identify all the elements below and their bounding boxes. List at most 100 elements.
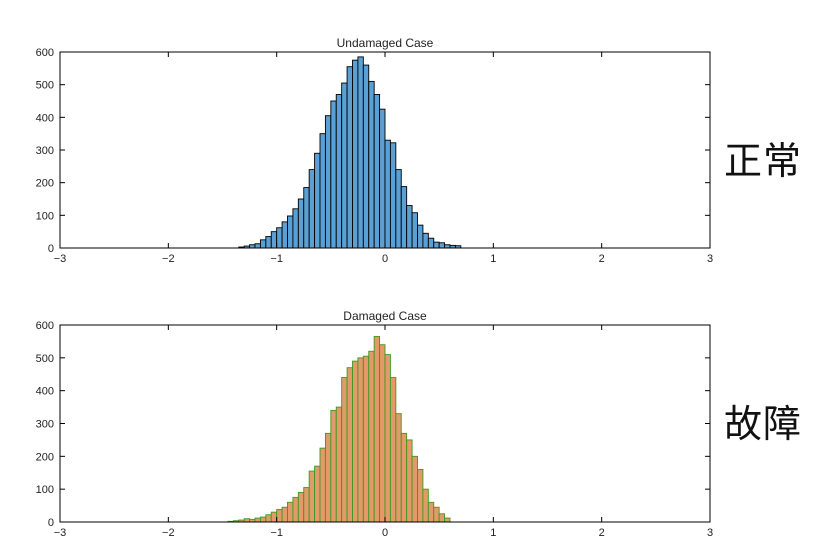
histogram-bar (308, 470, 316, 523)
y-tick-label: 400 (36, 386, 54, 398)
histogram-bar (444, 517, 451, 523)
histogram-bar (352, 360, 359, 523)
histogram-bar (411, 212, 418, 249)
histogram-bar (438, 242, 446, 249)
histogram-bar (346, 367, 353, 523)
histogram-bar (270, 511, 278, 523)
histogram-bar (406, 205, 413, 249)
y-tick-label: 0 (48, 243, 54, 255)
histogram-bar (324, 432, 332, 523)
y-tick-label: 600 (36, 320, 54, 332)
histogram-bar (281, 506, 288, 523)
histogram-bar (287, 215, 294, 249)
y-tick-label: 100 (36, 484, 54, 496)
damaged-histogram: Damaged Case −3 −2 −1 0 1 2 3 0 100 200 300 400 500 60… (36, 309, 713, 539)
histogram-bar (330, 409, 337, 523)
histogram-bar (352, 59, 359, 249)
histogram-bar (427, 501, 435, 523)
histogram-bar (379, 344, 386, 523)
histogram-bar (417, 224, 424, 249)
histogram-bar (276, 509, 283, 523)
undamaged-histogram: Undamaged Case −3 −2 −1 0 1 2 3 0 100 200 300 400 500… (36, 36, 713, 265)
y-tick-label: 300 (36, 145, 54, 157)
histogram-bar (368, 80, 375, 249)
histogram-bar (265, 514, 272, 523)
histogram-bar (417, 469, 424, 523)
chart-title: Undamaged Case (337, 36, 434, 50)
histogram-bar (379, 108, 386, 249)
x-tick-label: −2 (162, 253, 175, 265)
histogram-bar (400, 186, 408, 249)
histogram-bar (254, 517, 261, 523)
histogram-bar (427, 237, 435, 249)
x-tick-label: 1 (490, 527, 496, 539)
histogram-bar (357, 56, 364, 249)
x-tick-label: 2 (599, 253, 605, 265)
y-tick-label: 300 (36, 419, 54, 431)
histogram-bar (314, 152, 321, 249)
y-tick-label: 200 (36, 451, 54, 463)
histogram-bar (384, 354, 391, 523)
histogram-bar (433, 506, 440, 523)
histogram-bar (341, 82, 348, 249)
histogram-bar (335, 406, 343, 523)
histogram-bar (373, 336, 381, 523)
histogram-bar (335, 94, 343, 249)
histogram-bar (319, 133, 326, 249)
x-tick-label: 0 (382, 253, 388, 265)
histogram-bar (395, 413, 402, 523)
histogram-bar (438, 513, 446, 523)
histogram-bar (265, 236, 272, 249)
y-tick-label: 400 (36, 112, 54, 124)
y-tick-label: 600 (36, 47, 54, 59)
x-tick-label: −3 (54, 253, 67, 265)
histogram-bar (270, 231, 278, 249)
chart-title: Damaged Case (343, 309, 427, 323)
histogram-bar (362, 355, 370, 523)
histogram-bar (346, 66, 353, 249)
y-tick-label: 100 (36, 210, 54, 222)
histogram-bar (389, 142, 397, 249)
histogram-bar (297, 492, 305, 523)
x-tick-label: −3 (54, 527, 67, 539)
y-tick-label: 500 (36, 80, 54, 92)
histogram-bar (287, 501, 294, 523)
x-tick-label: 1 (490, 253, 496, 265)
y-tick-label: 500 (36, 353, 54, 365)
histogram-bar (395, 169, 402, 249)
normal-condition-label: 正常 (724, 139, 803, 183)
x-tick-label: 3 (707, 527, 713, 539)
histogram-bar (422, 232, 429, 249)
fault-condition-label: 故障 (724, 402, 803, 446)
histogram-bar (422, 488, 429, 523)
y-tick-label: 200 (36, 178, 54, 190)
histogram-bar (406, 439, 413, 523)
histogram-bar (292, 496, 299, 523)
histogram-bar (303, 487, 310, 523)
histogram-bar (368, 350, 375, 523)
histogram-bar (324, 115, 332, 249)
histogram-bar (341, 377, 348, 523)
x-tick-label: −1 (270, 527, 283, 539)
histogram-bar (357, 357, 364, 523)
histogram-bar (254, 243, 261, 249)
x-tick-label: 3 (707, 253, 713, 265)
histogram-bar (314, 465, 321, 523)
histogram-bar (281, 221, 288, 249)
histogram-bar (362, 64, 370, 249)
histogram-bar (319, 447, 326, 523)
x-tick-label: −1 (270, 253, 283, 265)
histogram-bar (433, 241, 440, 249)
x-tick-label: −2 (162, 527, 175, 539)
y-tick-label: 0 (48, 517, 54, 529)
histogram-bar (389, 377, 397, 523)
histogram-bar (330, 100, 337, 249)
histogram-bar (411, 455, 418, 523)
histogram-bar (384, 139, 391, 249)
histogram-bar (373, 94, 381, 249)
histogram-bar (292, 208, 299, 249)
histogram-bar (276, 227, 283, 249)
histogram-bar (259, 516, 267, 523)
histogram-bar (400, 432, 408, 523)
